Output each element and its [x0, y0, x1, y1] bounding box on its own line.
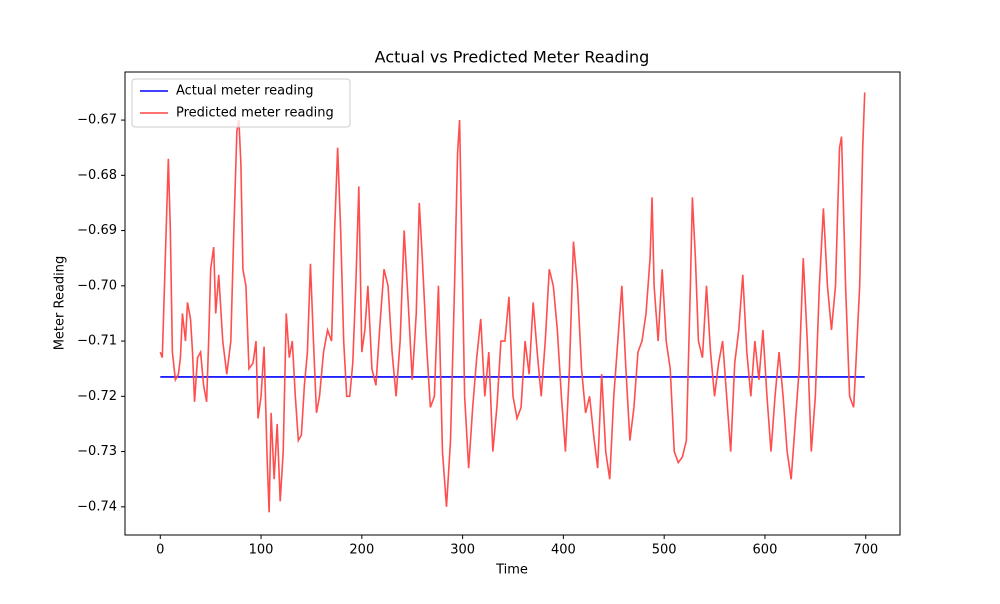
y-tick-label: −0.72	[77, 389, 117, 404]
y-axis-label: Meter Reading	[53, 256, 68, 351]
legend-label: Actual meter reading	[176, 84, 313, 99]
plot-frame	[124, 71, 901, 536]
x-tick-label: 400	[551, 543, 576, 558]
y-tick-label: −0.74	[77, 499, 117, 514]
x-tick-label: 500	[652, 543, 677, 558]
y-tick-label: −0.69	[77, 223, 117, 238]
y-tick-label: −0.68	[77, 168, 117, 183]
x-tick-label: 600	[753, 543, 778, 558]
y-tick-label: −0.73	[77, 444, 117, 459]
legend-box	[131, 78, 351, 128]
x-tick-label: 100	[249, 543, 274, 558]
chart-title: Actual vs Predicted Meter Reading	[375, 48, 650, 67]
series-line	[159, 92, 866, 513]
x-tick-label: 200	[349, 543, 374, 558]
x-tick-label: 300	[450, 543, 475, 558]
y-tick-label: −0.71	[77, 334, 117, 349]
x-tick-label: 700	[853, 543, 878, 558]
x-tick-label: 0	[156, 543, 164, 558]
legend-label: Predicted meter reading	[176, 106, 334, 121]
y-tick-label: −0.67	[77, 113, 117, 128]
x-axis-label: Time	[495, 563, 528, 578]
y-tick-label: −0.70	[77, 278, 117, 293]
